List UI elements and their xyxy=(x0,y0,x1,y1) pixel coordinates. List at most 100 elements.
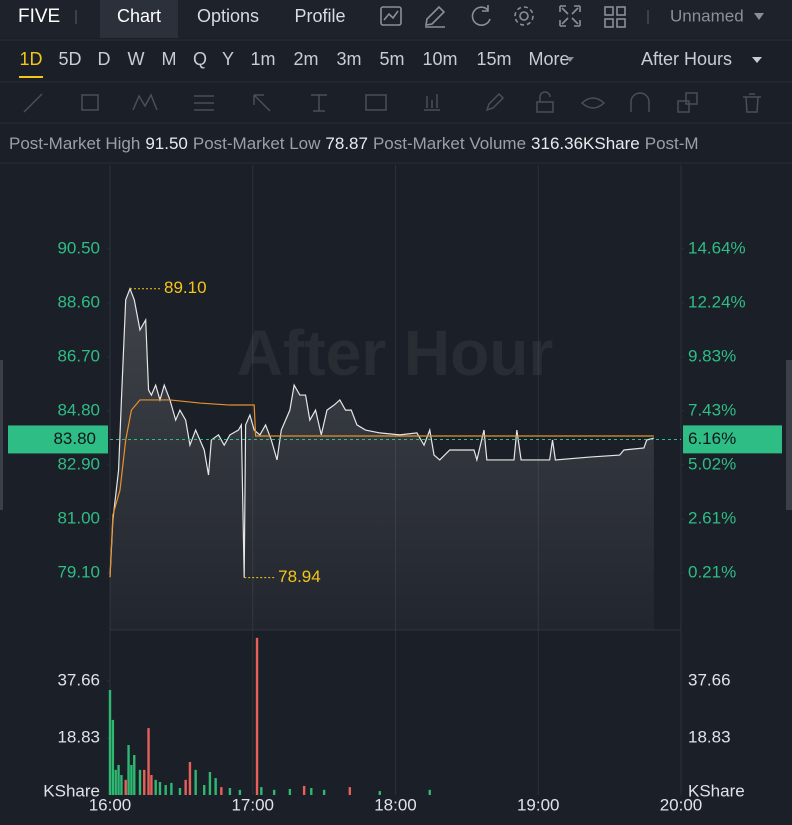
tab[interactable]: Profile xyxy=(294,6,345,26)
ticker: FIVE xyxy=(18,6,60,27)
volume-bar xyxy=(322,789,326,795)
toolbar-icons[interactable] xyxy=(380,5,626,28)
tab[interactable]: Options xyxy=(197,6,259,26)
volume-bar xyxy=(150,775,153,795)
stat-label: Post-Market Volume xyxy=(373,134,526,153)
dropdown-arrow[interactable] xyxy=(566,57,574,62)
volume-bar xyxy=(214,778,217,795)
volume-bar xyxy=(208,771,212,795)
drawing-tools[interactable] xyxy=(23,91,761,113)
y2-tick-label: 37.66 xyxy=(688,670,731,689)
y-tick-label: 18.83 xyxy=(57,727,100,746)
y2-tick-label: 18.83 xyxy=(688,727,731,746)
stat-label: Post-Market Low xyxy=(193,134,321,153)
x-tick-label: 19:00 xyxy=(517,795,560,814)
stats-line: Post-Market High 91.50 Post-Market Low 78.8… xyxy=(9,134,699,153)
unit-label: KShare xyxy=(688,781,745,800)
x-tick-label: 16:00 xyxy=(89,795,132,814)
x-tick-label: 20:00 xyxy=(660,795,703,814)
stat-label: Post-Market High xyxy=(9,134,140,153)
y-tick-label: 86.70 xyxy=(57,346,100,365)
period-button[interactable]: 1D xyxy=(19,49,42,69)
y-tick-label: 82.90 xyxy=(57,455,100,474)
period-button[interactable]: 5m xyxy=(379,49,404,69)
y-tick-label: 37.66 xyxy=(57,670,100,689)
last-change-badge xyxy=(683,425,782,454)
session-select[interactable]: After Hours xyxy=(641,49,732,69)
period-button[interactable]: D xyxy=(98,49,111,69)
volume-bar xyxy=(130,765,133,795)
annotation-label: 78.94 xyxy=(278,567,321,586)
tab[interactable]: Chart xyxy=(117,6,161,26)
volume-bar xyxy=(203,785,206,795)
volume-bar xyxy=(127,745,130,795)
y2-tick-label: 5.02% xyxy=(688,454,736,473)
period-button[interactable]: 1m xyxy=(250,49,275,69)
volume-bar xyxy=(164,785,167,795)
volume-bar xyxy=(147,728,150,795)
y2-tick-label: 12.24% xyxy=(688,292,746,311)
stat-label: Post-M xyxy=(645,134,699,153)
price-line xyxy=(109,399,654,578)
volume-bar xyxy=(288,788,292,795)
volume-bar xyxy=(138,769,142,795)
volume-bar xyxy=(158,781,162,795)
period-button[interactable]: W xyxy=(128,49,145,69)
volume-bar xyxy=(117,765,120,795)
x-tick-label: 17:00 xyxy=(231,795,274,814)
volume-bar xyxy=(178,788,182,795)
volume-bar xyxy=(108,689,112,795)
volume-bar xyxy=(228,788,232,795)
period-bar: 1D 5D D W M Q Y 1m 2m 3m 5m 10m 15m More xyxy=(19,49,569,69)
period-button[interactable]: M xyxy=(162,49,177,69)
volume-bar xyxy=(220,787,223,795)
last-price-badge xyxy=(8,425,108,454)
volume-bar xyxy=(111,719,115,795)
y2-tick-label: 14.64% xyxy=(688,238,746,257)
layout-name[interactable]: Unnamed xyxy=(670,6,744,25)
stat-value: 78.87 xyxy=(325,134,368,153)
y-tick-label: 79.10 xyxy=(57,563,100,582)
volume-bar xyxy=(124,779,127,795)
stat-value: 91.50 xyxy=(145,134,188,153)
unit-label: KShare xyxy=(43,781,100,800)
volume-bar xyxy=(184,779,187,795)
period-button[interactable]: Q xyxy=(193,49,207,69)
price-line xyxy=(109,287,655,578)
period-button[interactable]: 5D xyxy=(58,49,81,69)
tab-active xyxy=(100,0,178,38)
volume-bar xyxy=(378,791,381,795)
chart: 16:00 17:00 18:00 19:00 20:00 After Hour 79.10… xyxy=(8,165,782,814)
volume-bar xyxy=(188,762,192,795)
period-button[interactable]: More xyxy=(528,49,569,69)
period-button[interactable]: Y xyxy=(222,49,234,69)
y-tick-label: 88.60 xyxy=(57,292,100,311)
volume-bar xyxy=(310,788,313,795)
volume-bar xyxy=(238,789,242,795)
volume-bar xyxy=(194,769,197,795)
watermark: After Hour xyxy=(237,317,553,389)
y-tick-label: 84.80 xyxy=(57,400,100,419)
last-price-label: 83.80 xyxy=(53,429,96,448)
side-handle[interactable] xyxy=(0,360,3,510)
period-button[interactable]: 2m xyxy=(293,49,318,69)
y2-tick-label: 0.21% xyxy=(688,562,736,581)
period-button[interactable]: 10m xyxy=(422,49,457,69)
volume-bar xyxy=(114,769,117,795)
y2-tick-label: 7.43% xyxy=(688,400,736,419)
dropdown-arrow[interactable] xyxy=(754,13,764,20)
period-button[interactable]: 15m xyxy=(476,49,511,69)
volume-bar xyxy=(348,787,352,795)
volume-bar xyxy=(255,637,259,795)
volume-bar xyxy=(272,789,276,795)
annotation-label: 89.10 xyxy=(164,278,207,297)
period-button[interactable]: 3m xyxy=(336,49,361,69)
volume-bar xyxy=(260,787,263,795)
y-tick-label: 90.50 xyxy=(57,238,100,257)
volume-bar xyxy=(133,755,136,795)
stats-row: Post-Market High 91.50 Post-Market Low 78.8… xyxy=(9,134,699,153)
side-handle[interactable] xyxy=(786,360,792,510)
dropdown-arrow[interactable] xyxy=(752,57,762,63)
